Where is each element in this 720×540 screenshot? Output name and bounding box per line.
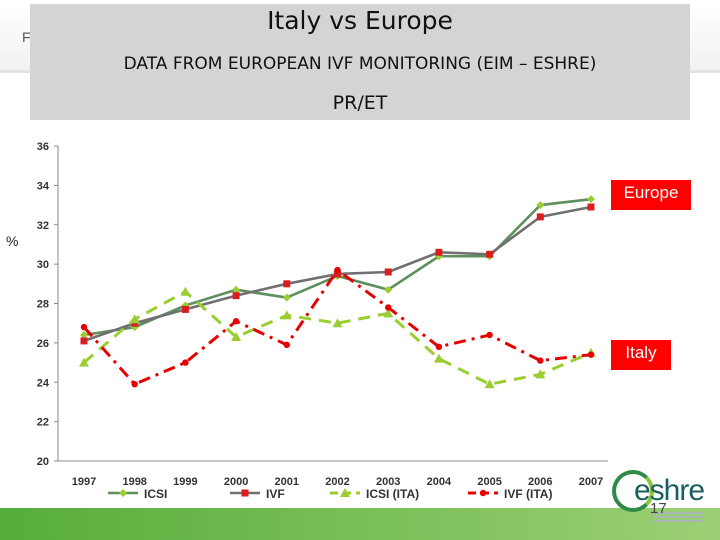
page-title: Italy vs Europe — [267, 6, 453, 35]
title-box: Italy vs Europe DATA FROM EUROPEAN IVF M… — [30, 4, 690, 120]
y-tick-label: 28 — [37, 299, 49, 311]
legend-marker-icsi_ita — [340, 488, 350, 497]
data-point-ivf_ita — [435, 343, 443, 351]
data-point-ivf — [587, 203, 595, 211]
europe-tag: Europe — [611, 180, 691, 210]
data-point-ivf — [283, 280, 291, 288]
plot-area — [58, 146, 608, 461]
data-point-ivf_ita — [486, 331, 493, 339]
x-tick-label: 2005 — [477, 476, 501, 488]
y-tick-label: 32 — [37, 220, 49, 232]
legend-label: ICSI — [144, 487, 167, 501]
data-point-ivf — [536, 213, 544, 221]
data-point-ivf — [232, 292, 240, 300]
y-tick-label: 30 — [37, 259, 49, 271]
x-tick-label: 2003 — [376, 476, 400, 488]
data-point-ivf — [334, 270, 341, 278]
logo-text: eshre — [634, 474, 705, 507]
data-point-ivf — [435, 248, 443, 256]
x-tick-label: 1997 — [72, 476, 96, 488]
legend-marker-ivf — [241, 489, 249, 497]
x-tick-label: 1999 — [173, 476, 197, 488]
data-point-ivf — [486, 250, 494, 258]
metric-label: PR/ET — [332, 92, 388, 114]
data-point-ivf — [80, 337, 88, 345]
page-number: 17 — [650, 500, 667, 517]
data-point-ivf_ita — [182, 359, 189, 366]
legend-marker-icsi — [119, 489, 127, 497]
y-tick-label: 34 — [37, 180, 50, 192]
y-tick-label: 20 — [37, 456, 49, 468]
x-tick-label: 2004 — [427, 476, 452, 488]
data-point-icsi_ita — [433, 353, 444, 363]
logo-ring-icon — [612, 470, 654, 512]
data-point-ivf_ita — [232, 318, 240, 325]
x-tick-label: 2001 — [275, 476, 299, 488]
data-point-icsi_ita — [129, 314, 140, 324]
data-point-ivf — [181, 305, 189, 313]
data-point-ivf_ita — [385, 304, 392, 311]
legend-label: ICSI (ITA) — [366, 487, 419, 501]
data-point-icsi_ita — [231, 331, 242, 341]
data-point-icsi — [384, 285, 393, 294]
x-tick-label: 2000 — [224, 476, 248, 488]
data-point-ivf — [384, 268, 392, 276]
x-tick-label: 2002 — [325, 476, 349, 488]
data-point-icsi — [282, 293, 291, 302]
data-point-icsi_ita — [281, 310, 292, 320]
data-point-ivf_ita — [334, 266, 341, 274]
italy-tag: Italy — [611, 340, 671, 370]
data-point-ivf_ita — [537, 357, 544, 364]
eshre-logo: eshre — [612, 466, 705, 528]
data-point-icsi — [232, 285, 241, 294]
data-point-ivf_ita — [131, 381, 138, 388]
bottom-bar — [0, 508, 720, 540]
data-point-ivf_ita — [283, 341, 290, 349]
data-point-ivf_ita — [587, 351, 595, 358]
series-line-icsi_ita — [83, 290, 592, 386]
data-point-icsi — [587, 195, 595, 204]
data-point-icsi — [536, 201, 545, 210]
data-point-icsi_ita — [332, 318, 343, 328]
legend-marker-ivf_ita — [479, 489, 487, 497]
data-point-icsi_ita — [484, 379, 495, 389]
x-tick-label: 1998 — [122, 476, 146, 488]
data-point-icsi_ita — [79, 357, 89, 367]
stray-letter: F — [22, 29, 31, 45]
y-tick-label: 22 — [37, 417, 49, 429]
y-tick-label: 36 — [37, 141, 49, 153]
legend-label: IVF — [266, 487, 285, 501]
logo-subtext-lines — [654, 512, 704, 526]
data-point-icsi_ita — [383, 308, 394, 318]
y-tick-label: 24 — [37, 377, 50, 389]
data-point-icsi_ita — [535, 369, 546, 379]
x-tick-label: 2007 — [579, 476, 603, 488]
legend-label: IVF (ITA) — [504, 487, 552, 501]
data-point-icsi_ita — [180, 286, 191, 296]
y-unit-label: % — [6, 233, 19, 249]
page-subtitle: DATA FROM EUROPEAN IVF MONITORING (EIM –… — [123, 54, 597, 74]
y-tick-label: 26 — [37, 338, 49, 350]
data-point-icsi — [80, 331, 88, 339]
x-tick-label: 2006 — [528, 476, 552, 488]
data-point-ivf_ita — [80, 323, 88, 331]
